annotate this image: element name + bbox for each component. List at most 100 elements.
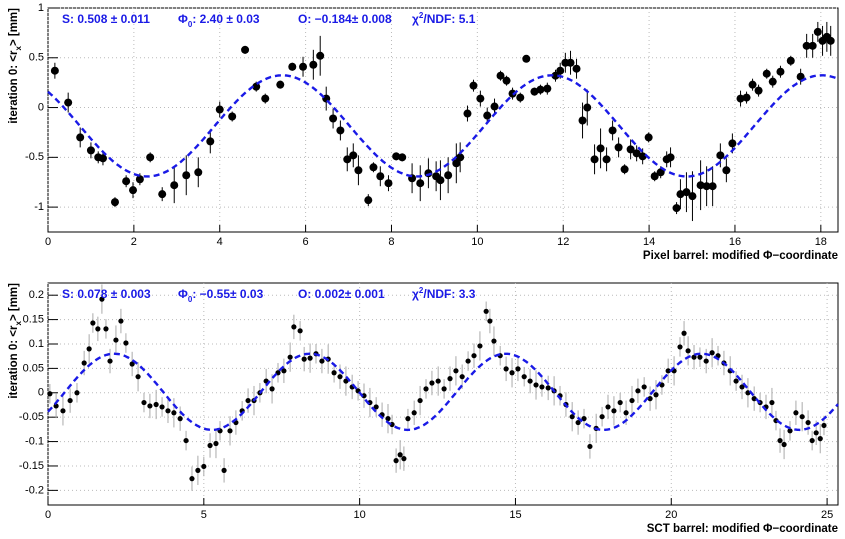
- data-point: [491, 338, 497, 344]
- y-axis-label-rest: > [mm]: [8, 8, 20, 46]
- data-point: [405, 416, 411, 422]
- y-axis-label: iteration 0: <rx> [mm]: [8, 8, 23, 124]
- data-point: [135, 175, 144, 184]
- data-point: [809, 437, 815, 444]
- y-tick-label: -0.2: [25, 484, 44, 496]
- y-tick-label: 0: [38, 387, 44, 399]
- data-point: [614, 143, 623, 152]
- data-point: [476, 94, 485, 103]
- fit-stat-sup: 2: [419, 286, 424, 295]
- data-point: [530, 87, 539, 96]
- data-point: [587, 443, 593, 450]
- data-point: [444, 171, 453, 180]
- data-point: [401, 456, 407, 462]
- data-point: [672, 204, 681, 213]
- data-point: [99, 296, 105, 302]
- data-point: [742, 93, 751, 102]
- data-point: [602, 155, 611, 164]
- data-point: [754, 86, 763, 95]
- data-point: [490, 102, 499, 111]
- fit-stat-rest: : −0.55± 0.03: [192, 287, 263, 301]
- data-point: [107, 358, 113, 364]
- data-point: [309, 60, 318, 69]
- data-point: [596, 144, 605, 153]
- data-point: [354, 166, 363, 175]
- x-tick-label: 18: [815, 236, 827, 248]
- x-tick-label: 4: [217, 236, 223, 248]
- data-point: [392, 152, 401, 161]
- fit-stat-main: χ: [412, 287, 419, 301]
- data-point: [435, 378, 441, 384]
- x-tick-label: 0: [45, 509, 51, 521]
- data-point: [776, 67, 785, 76]
- data-point: [206, 137, 215, 146]
- data-point: [533, 382, 539, 388]
- data-point: [118, 318, 124, 324]
- fit-stat-main: χ: [412, 12, 419, 26]
- data-point: [158, 190, 167, 199]
- data-point: [817, 436, 823, 442]
- data-point: [496, 71, 505, 80]
- data-point: [641, 384, 647, 390]
- data-point: [813, 27, 822, 36]
- x-tick-label: 2: [131, 236, 137, 248]
- y-tick-label: -0.05: [19, 411, 44, 423]
- data-point: [769, 399, 775, 406]
- data-point: [123, 340, 129, 346]
- data-point: [86, 146, 95, 155]
- data-point: [515, 366, 521, 372]
- data-point: [502, 76, 511, 85]
- data-point: [599, 414, 605, 420]
- y-axis-label-main: iteration 0: <r: [8, 50, 20, 124]
- data-point: [578, 116, 587, 125]
- data-point: [691, 354, 697, 360]
- data-point: [336, 126, 345, 135]
- data-point: [802, 41, 811, 50]
- data-point: [53, 403, 59, 409]
- data-point: [364, 196, 373, 205]
- x-tick-label: 20: [665, 509, 677, 521]
- data-point: [768, 77, 777, 86]
- fit-stat-sub: 0: [188, 20, 193, 29]
- data-point: [650, 172, 659, 181]
- data-point: [583, 103, 592, 112]
- data-point: [728, 139, 737, 148]
- data-point: [287, 354, 293, 360]
- data-point: [103, 326, 109, 332]
- data-point: [716, 151, 725, 160]
- data-point: [453, 368, 459, 374]
- fit-stat-main: O: 0.002± 0.001: [298, 287, 385, 301]
- data-point: [452, 159, 461, 168]
- data-point: [297, 328, 303, 334]
- data-point: [76, 133, 85, 142]
- fit-stat: Φ0: −0.55± 0.03: [178, 287, 264, 303]
- plot-frame: [47, 282, 839, 506]
- data-point: [516, 93, 525, 102]
- data-point: [447, 376, 453, 382]
- fit-stat-rest: : 2.40 ± 0.03: [192, 12, 260, 26]
- data-point: [241, 45, 250, 54]
- data-point: [522, 54, 531, 63]
- data-point: [666, 153, 675, 162]
- data-point: [777, 437, 783, 444]
- data-point: [67, 397, 73, 404]
- data-point: [787, 428, 793, 434]
- data-point: [656, 168, 665, 177]
- fit-stat-sub: 0: [188, 295, 193, 304]
- data-point: [543, 84, 552, 93]
- y-axis-label: iteration 0: <rx> [mm]: [8, 283, 23, 399]
- data-point: [182, 171, 191, 180]
- data-point: [527, 378, 533, 384]
- data-point: [301, 356, 307, 362]
- y-tick-label: -0.15: [19, 460, 44, 472]
- data-point: [299, 62, 308, 71]
- data-point: [95, 326, 101, 332]
- fit-stat: Φ0: 2.40 ± 0.03: [178, 12, 260, 28]
- data-point: [611, 408, 617, 414]
- data-point: [617, 399, 623, 406]
- data-point: [626, 145, 635, 154]
- data-point: [436, 176, 445, 185]
- y-tick-label: 1: [38, 2, 44, 14]
- data-point: [762, 69, 771, 78]
- fit-stat-main: Φ: [178, 12, 188, 26]
